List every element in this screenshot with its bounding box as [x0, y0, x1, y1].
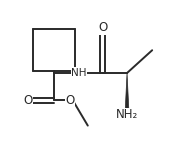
Text: NH: NH: [71, 68, 87, 78]
Text: O: O: [65, 94, 74, 107]
Polygon shape: [125, 73, 129, 108]
Text: NH₂: NH₂: [116, 108, 138, 121]
Text: O: O: [23, 94, 33, 107]
Text: O: O: [98, 21, 107, 34]
